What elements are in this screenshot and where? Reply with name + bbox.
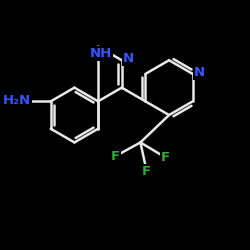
Text: F: F [111, 150, 120, 163]
Text: F: F [142, 164, 151, 177]
Text: F: F [161, 151, 170, 164]
Text: N: N [123, 52, 134, 66]
Text: N: N [194, 66, 205, 79]
Text: NH: NH [90, 47, 112, 60]
Text: H₂N: H₂N [3, 94, 31, 106]
